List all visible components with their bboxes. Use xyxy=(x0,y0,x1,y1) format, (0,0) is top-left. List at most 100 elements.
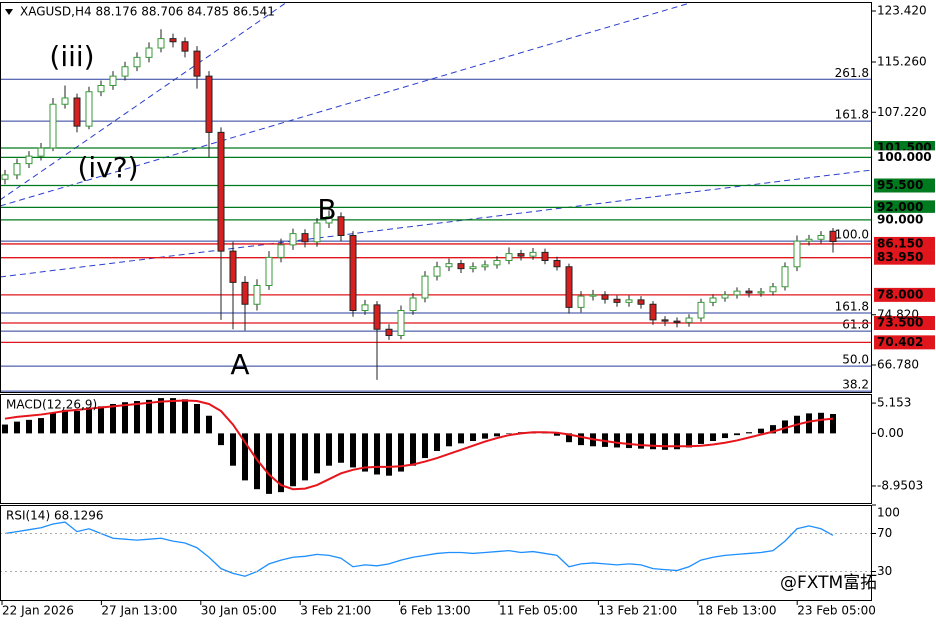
rsi-panel-frame xyxy=(0,505,872,601)
x-tick-label: 18 Feb 13:00 xyxy=(698,604,777,618)
x-tick-label: 30 Jan 05:00 xyxy=(201,604,277,618)
macd-bar xyxy=(422,433,428,459)
rsi-title: RSI(14) 68.1296 xyxy=(6,509,104,523)
macd-bar xyxy=(38,418,44,434)
chart-title: XAGUSD,H4 88.176 88.706 84.785 86.541 xyxy=(20,5,275,19)
candle-body xyxy=(289,233,297,246)
candle-body xyxy=(193,50,201,77)
candle-body xyxy=(817,235,825,240)
x-tick-label: 3 Feb 21:00 xyxy=(300,604,371,618)
y-tick-label: 123.420 xyxy=(877,4,927,18)
candle-body xyxy=(373,304,381,330)
candle-body xyxy=(217,131,225,252)
macd-bar xyxy=(278,433,284,493)
candle-body xyxy=(205,75,213,133)
macd-bar xyxy=(338,433,344,463)
x-tick-label: 22 Jan 2026 xyxy=(2,604,74,618)
fib-label: 161.8 xyxy=(835,108,869,122)
rsi-line xyxy=(4,521,834,577)
macd-bar xyxy=(50,412,56,434)
candle-body xyxy=(421,275,429,299)
macd-bar xyxy=(146,399,152,434)
macd-bar xyxy=(122,402,128,434)
y-tick-label: 100 xyxy=(877,506,900,520)
fib-label: 161.8 xyxy=(835,300,869,314)
candle-body xyxy=(145,47,153,58)
macd-panel-frame xyxy=(0,394,872,504)
candle-body xyxy=(721,294,729,299)
candle-body xyxy=(781,266,789,288)
macd-bar xyxy=(626,433,632,449)
macd-bar xyxy=(74,411,80,434)
x-tick-label: 27 Jan 13:00 xyxy=(101,604,177,618)
y-tick-label: 70 xyxy=(877,526,892,540)
candle-body xyxy=(433,266,441,277)
candle-body xyxy=(1,174,9,180)
candle-body xyxy=(49,103,57,149)
candle-body xyxy=(181,41,189,52)
candle-body xyxy=(253,285,261,305)
candle-body xyxy=(565,266,573,308)
rsi-plot xyxy=(4,521,834,577)
macd-bar xyxy=(134,401,140,434)
trendline xyxy=(0,169,872,278)
candle-body xyxy=(805,238,813,242)
menu-arrow[interactable] xyxy=(5,9,13,15)
level-box xyxy=(874,335,935,350)
candle-body xyxy=(769,286,777,293)
candle-body xyxy=(745,290,753,294)
macd-bar xyxy=(698,433,704,444)
macd-bar xyxy=(566,433,572,443)
macd-bar xyxy=(326,433,332,466)
macd-bar xyxy=(818,412,824,434)
macd-bar xyxy=(710,433,716,442)
macd-bar xyxy=(770,425,776,434)
trendlines xyxy=(0,2,872,278)
y-tick-label: 66.780 xyxy=(877,358,919,372)
macd-bar xyxy=(158,398,164,434)
candle-body xyxy=(85,91,93,127)
candle-body xyxy=(469,266,477,270)
candle-body xyxy=(349,235,357,311)
candle-body xyxy=(241,281,249,305)
level-label: 83.950 xyxy=(877,250,923,264)
candle-body xyxy=(493,260,501,266)
macd-bar xyxy=(14,421,20,434)
candle-body xyxy=(25,155,33,165)
candle-body xyxy=(649,303,657,321)
macd-bar xyxy=(206,415,212,434)
fib-label: 38.2 xyxy=(842,378,869,392)
macd-bar xyxy=(758,428,764,434)
level-box xyxy=(874,316,935,330)
candle-body xyxy=(685,317,693,323)
y-tick-label: 115.260 xyxy=(877,55,927,69)
macd-bar xyxy=(746,432,752,434)
wave-label: B xyxy=(317,193,336,226)
macd-bar xyxy=(410,433,416,466)
candle-body xyxy=(637,299,645,305)
candle-body xyxy=(409,297,417,311)
candle-body xyxy=(733,290,741,296)
macd-bar xyxy=(98,406,104,434)
x-tick-label: 23 Feb 05:00 xyxy=(797,604,876,618)
candle-body xyxy=(121,66,129,77)
macd-bar xyxy=(638,433,644,449)
macd-bar xyxy=(218,433,224,446)
macd-bar xyxy=(374,433,380,475)
candle-body xyxy=(505,253,513,261)
fib-label: 100.0 xyxy=(835,228,869,242)
wave-label: (iii) xyxy=(49,40,94,73)
y-tick-label: 5.153 xyxy=(877,396,911,410)
macd-bar xyxy=(86,408,92,434)
candle-body xyxy=(577,295,585,308)
price-panel-frame xyxy=(0,2,872,393)
candle-body xyxy=(553,260,561,268)
macd-bar xyxy=(302,433,308,481)
level-box xyxy=(874,236,935,251)
candle-body xyxy=(445,263,453,268)
level-box xyxy=(874,287,935,302)
fib-label: 61.8 xyxy=(842,318,869,332)
candle-body xyxy=(589,294,597,297)
